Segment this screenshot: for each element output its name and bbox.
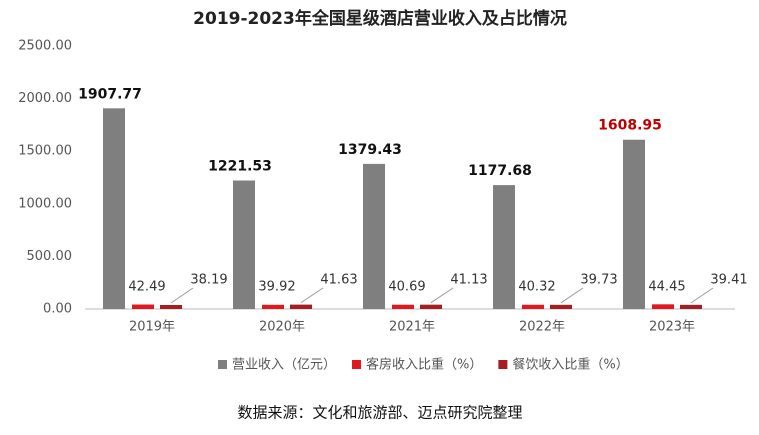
y-tick-label: 0.00: [43, 302, 72, 317]
bar: [160, 304, 182, 309]
data-label: 1907.77: [78, 86, 142, 102]
bar: [132, 304, 154, 309]
y-tick-label: 2000.00: [18, 91, 72, 106]
data-label: 39.41: [710, 273, 747, 288]
y-tick-label: 1500.00: [18, 144, 72, 159]
x-tick-label: 2020年: [259, 320, 305, 335]
data-label: 40.69: [388, 280, 425, 295]
data-label: 1177.68: [468, 163, 532, 179]
bar: [392, 304, 414, 309]
bar: [623, 139, 645, 309]
data-label: 41.63: [320, 273, 357, 288]
x-tick-label: 2021年: [389, 320, 435, 335]
bar: [233, 180, 255, 309]
bar: [420, 304, 442, 309]
x-tick-label: 2019年: [129, 320, 175, 335]
bar: [290, 304, 312, 309]
bar: [103, 108, 125, 309]
bar: [363, 163, 385, 309]
x-tick-label: 2022年: [519, 320, 565, 335]
y-tick-label: 500.00: [27, 249, 73, 264]
data-label: 40.32: [518, 280, 555, 295]
y-tick-label: 2500.00: [18, 39, 72, 54]
legend-swatch: [218, 360, 227, 369]
data-label: 1221.53: [208, 158, 272, 174]
legend-label: 客房收入比重（%）: [366, 357, 482, 373]
data-label: 44.45: [648, 280, 685, 295]
leader-line: [430, 287, 454, 304]
leader-line: [170, 287, 194, 304]
data-label: 41.13: [450, 273, 487, 288]
legend-label: 营业收入（亿元）: [232, 358, 336, 373]
y-tick-label: 1000.00: [18, 196, 72, 211]
data-label: 1379.43: [338, 142, 402, 158]
legend-swatch: [498, 360, 508, 369]
legend-swatch: [352, 360, 362, 369]
leader-line: [690, 287, 714, 304]
bar: [550, 304, 572, 309]
source-note: 数据来源：文化和旅游部、迈点研究院整理: [237, 404, 522, 422]
chart-title: 2019-2023年全国星级酒店营业收入及占比情况: [193, 8, 567, 29]
bar: [652, 304, 674, 309]
data-label: 39.73: [580, 273, 617, 288]
leader-line: [560, 287, 584, 304]
data-label: 42.49: [128, 280, 165, 295]
legend-label: 餐饮收入比重（%）: [512, 357, 628, 373]
bar: [493, 185, 515, 309]
data-label: 39.92: [258, 280, 295, 295]
x-tick-label: 2023年: [649, 320, 695, 335]
bar: [522, 304, 544, 309]
data-label: 1608.95: [598, 118, 662, 134]
data-label: 38.19: [190, 273, 227, 288]
bar: [680, 304, 702, 309]
bar: [262, 304, 284, 309]
leader-line: [300, 287, 324, 304]
